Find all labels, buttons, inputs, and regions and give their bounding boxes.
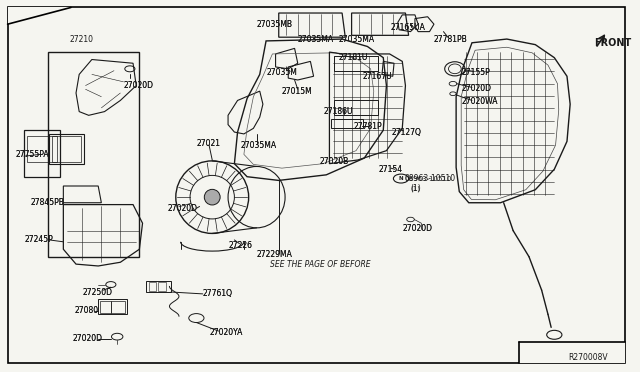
Text: 27020B: 27020B — [320, 157, 349, 166]
Text: 27020D: 27020D — [403, 224, 432, 233]
Text: 27181U: 27181U — [339, 53, 368, 62]
Text: 27167U: 27167U — [362, 72, 392, 81]
Text: 27845PB: 27845PB — [31, 198, 64, 207]
Text: (1): (1) — [410, 186, 420, 192]
Text: 27020D: 27020D — [403, 224, 432, 233]
Text: 27755PA: 27755PA — [15, 150, 49, 159]
Text: 27021: 27021 — [196, 139, 220, 148]
Text: 27755PA: 27755PA — [15, 150, 49, 159]
Text: 27035MA: 27035MA — [241, 141, 277, 150]
Polygon shape — [8, 7, 71, 24]
Text: 27127Q: 27127Q — [392, 128, 421, 137]
Text: 27761Q: 27761Q — [203, 289, 233, 298]
Text: FRONT: FRONT — [594, 38, 632, 48]
Text: R270008V: R270008V — [568, 353, 608, 362]
Bar — [334, 56, 378, 71]
Text: 27154: 27154 — [379, 165, 403, 174]
Bar — [111, 301, 125, 313]
Text: 27250D: 27250D — [83, 288, 113, 296]
Bar — [149, 282, 156, 291]
Text: 27035MA: 27035MA — [339, 35, 375, 44]
Text: 27155P: 27155P — [461, 68, 490, 77]
Text: 27021: 27021 — [196, 139, 220, 148]
Text: 27154: 27154 — [379, 165, 403, 174]
Bar — [332, 119, 363, 128]
Bar — [334, 100, 378, 115]
Text: (1): (1) — [410, 185, 421, 193]
Text: 27020D: 27020D — [168, 204, 198, 213]
Text: 27165UA: 27165UA — [391, 23, 426, 32]
Text: 27186U: 27186U — [323, 107, 353, 116]
Text: 27781P: 27781P — [353, 122, 382, 131]
Text: 27181U: 27181U — [339, 53, 368, 62]
Text: 27020D: 27020D — [73, 334, 103, 343]
Text: 27035MB: 27035MB — [257, 20, 292, 29]
Text: 27226: 27226 — [228, 241, 252, 250]
Text: 27035M: 27035M — [266, 68, 297, 77]
Text: 27015M: 27015M — [282, 87, 313, 96]
Text: 27035MA: 27035MA — [298, 35, 334, 44]
Text: 27020YA: 27020YA — [209, 328, 243, 337]
Text: 27761Q: 27761Q — [203, 289, 233, 298]
Text: 27250D: 27250D — [83, 288, 113, 296]
Bar — [98, 299, 127, 314]
Text: 27781P: 27781P — [353, 122, 382, 131]
Text: 27226: 27226 — [228, 241, 252, 250]
Text: 27020WA: 27020WA — [461, 97, 498, 106]
Text: 27080: 27080 — [75, 306, 99, 315]
Text: 27127Q: 27127Q — [392, 128, 421, 137]
Text: 27845PB: 27845PB — [31, 198, 64, 207]
Text: 27035MB: 27035MB — [257, 20, 292, 29]
Text: 27229MA: 27229MA — [257, 250, 292, 259]
Bar — [49, 134, 84, 164]
Text: 27035MA: 27035MA — [241, 141, 277, 150]
Text: 27245P: 27245P — [24, 235, 53, 244]
Text: 27020D: 27020D — [168, 204, 198, 213]
Text: 08963-10510: 08963-10510 — [404, 176, 452, 182]
Text: 27186U: 27186U — [323, 107, 353, 116]
Bar — [52, 136, 81, 162]
Text: 27781PB: 27781PB — [434, 35, 468, 44]
Text: 27020D: 27020D — [461, 84, 491, 93]
Ellipse shape — [204, 189, 220, 205]
Text: 27015M: 27015M — [282, 87, 313, 96]
Text: 27167U: 27167U — [362, 72, 392, 81]
Text: 27035MA: 27035MA — [339, 35, 375, 44]
Bar — [158, 282, 166, 291]
Text: 27035MA: 27035MA — [298, 35, 334, 44]
Text: N: N — [399, 176, 403, 181]
Text: 27165UA: 27165UA — [391, 23, 426, 32]
Text: 27229MA: 27229MA — [257, 250, 292, 259]
Text: 27245P: 27245P — [24, 235, 53, 244]
Circle shape — [547, 330, 562, 339]
Text: SEE THE PAGE OF BEFORE: SEE THE PAGE OF BEFORE — [269, 260, 370, 269]
Text: 27080: 27080 — [75, 306, 99, 315]
Text: 27020D: 27020D — [124, 81, 154, 90]
Polygon shape — [520, 342, 625, 363]
Text: 27035M: 27035M — [266, 68, 297, 77]
Text: 27155P: 27155P — [461, 68, 490, 77]
Text: 27020WA: 27020WA — [461, 97, 498, 106]
Bar — [27, 136, 57, 162]
Text: 27020B: 27020B — [320, 157, 349, 166]
Text: 27210: 27210 — [70, 35, 93, 44]
Text: 08963-10510: 08963-10510 — [404, 174, 455, 183]
Text: 27020D: 27020D — [461, 84, 491, 93]
Text: 27781PB: 27781PB — [434, 35, 468, 44]
Bar — [146, 281, 171, 292]
Text: 27020YA: 27020YA — [209, 328, 243, 337]
Bar — [100, 301, 111, 313]
Text: 27020D: 27020D — [73, 334, 103, 343]
Text: 27020D: 27020D — [124, 81, 154, 90]
